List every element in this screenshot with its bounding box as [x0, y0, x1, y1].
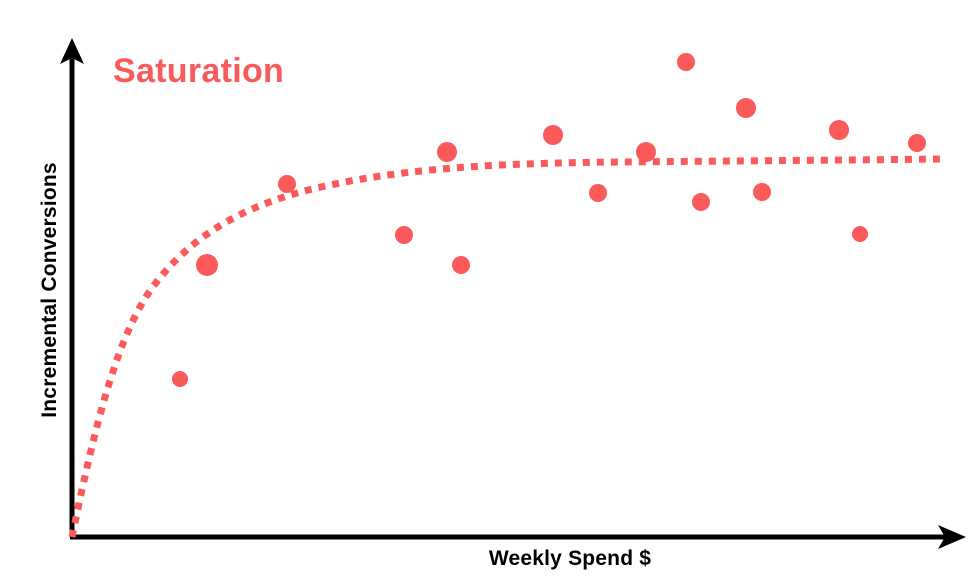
- scatter-point: [852, 226, 868, 242]
- scatter-point: [829, 120, 849, 140]
- scatter-point: [395, 226, 413, 244]
- scatter-point: [543, 125, 563, 145]
- saturation-trend-curve: [68, 155, 942, 538]
- scatter-point: [452, 256, 470, 274]
- scatter-point: [736, 98, 756, 118]
- arrow-up-icon: [60, 38, 84, 64]
- scatter-point: [172, 371, 188, 387]
- scatter-point: [692, 193, 710, 211]
- scatter-point: [437, 142, 457, 162]
- arrow-right-icon: [938, 525, 966, 549]
- x-axis-label: Weekly Spend $: [489, 547, 651, 570]
- scatter-point: [589, 184, 607, 202]
- chart-title: Saturation: [113, 52, 284, 90]
- scatter-point: [677, 53, 695, 71]
- scatter-point: [196, 254, 218, 276]
- scatter-point: [278, 175, 296, 193]
- scatter-point: [908, 134, 926, 152]
- scatter-point: [636, 142, 656, 162]
- scatter-points-layer: [172, 53, 926, 387]
- scatter-point: [753, 183, 771, 201]
- y-axis-label: Incremental Conversions: [38, 162, 61, 418]
